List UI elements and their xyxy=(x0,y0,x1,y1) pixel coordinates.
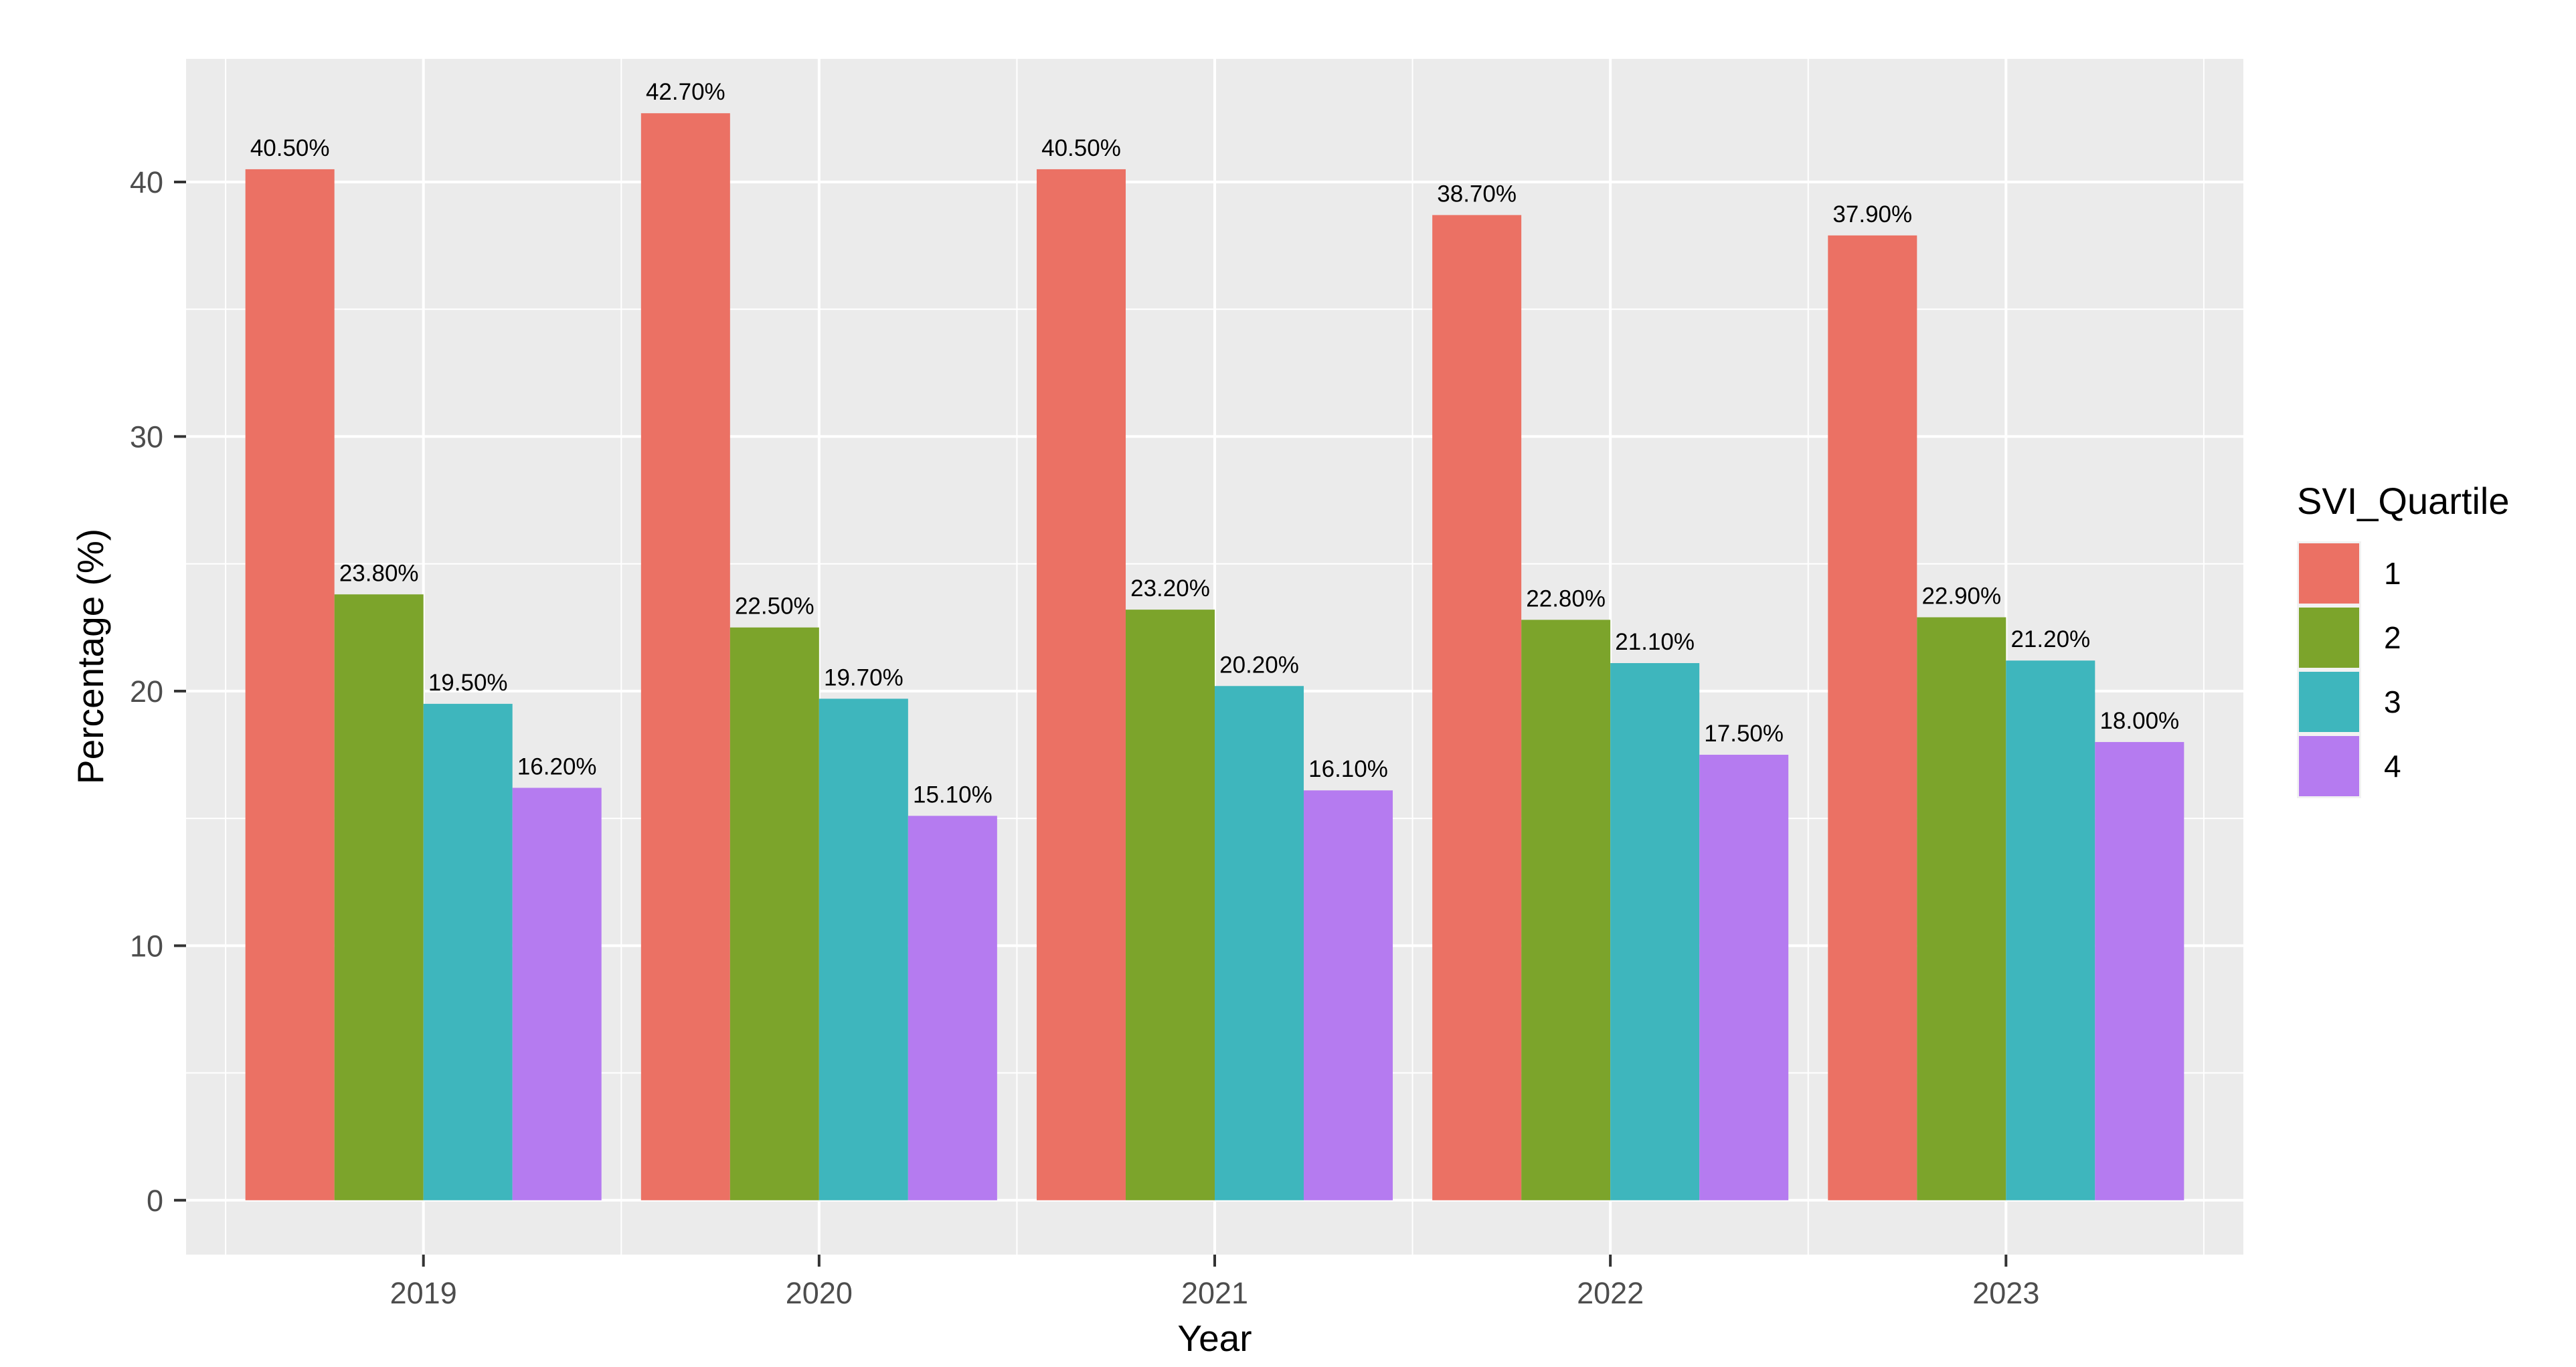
bar xyxy=(334,594,424,1200)
bar xyxy=(1304,790,1393,1200)
x-tick-label: 2023 xyxy=(1972,1276,2039,1310)
bar-value-label: 37.90% xyxy=(1832,201,1912,227)
bar xyxy=(729,627,819,1200)
bar-value-label: 16.10% xyxy=(1308,756,1388,782)
bar-value-label: 16.20% xyxy=(517,753,597,780)
bar-value-label: 20.20% xyxy=(1219,652,1299,678)
legend: SVI_Quartile 1 2 3 4 xyxy=(2297,479,2510,798)
legend-item: 1 xyxy=(2297,541,2510,606)
bar-value-label: 19.50% xyxy=(428,670,508,696)
bar xyxy=(1215,686,1304,1200)
bar-value-label: 22.50% xyxy=(735,594,814,620)
bar xyxy=(1917,617,2006,1200)
legend-swatch xyxy=(2297,670,2361,734)
bar-value-label: 22.80% xyxy=(1526,585,1606,612)
legend-label: 2 xyxy=(2384,620,2401,655)
bar xyxy=(1036,169,1126,1200)
bar xyxy=(2006,660,2095,1200)
legend-label: 3 xyxy=(2384,685,2401,719)
bar-value-label: 21.20% xyxy=(2010,626,2090,652)
bar-value-label: 23.80% xyxy=(339,560,419,586)
bar xyxy=(1699,754,1789,1200)
x-tick-label: 2020 xyxy=(786,1276,853,1310)
bar-value-label: 17.50% xyxy=(1704,721,1784,747)
legend-swatch xyxy=(2297,606,2361,670)
legend-swatch xyxy=(2297,734,2361,798)
bar-value-label: 22.90% xyxy=(1921,583,2001,610)
bar xyxy=(1610,663,1700,1200)
bar xyxy=(1521,620,1611,1200)
legend-swatch xyxy=(2297,541,2361,606)
bar xyxy=(423,703,513,1200)
bar-value-label: 42.70% xyxy=(646,79,725,105)
bar xyxy=(1828,235,1917,1200)
bar-value-label: 21.10% xyxy=(1615,629,1695,655)
bar-value-label: 40.50% xyxy=(250,135,330,161)
bar xyxy=(908,816,997,1200)
legend-item: 4 xyxy=(2297,734,2510,798)
bar xyxy=(1125,610,1215,1200)
bar xyxy=(640,113,730,1200)
x-tick-label: 2019 xyxy=(390,1276,457,1310)
x-axis-title: Year xyxy=(1177,1317,1252,1359)
bar-value-label: 23.20% xyxy=(1130,575,1210,602)
bar-value-label: 38.70% xyxy=(1437,181,1517,207)
x-tick-label: 2022 xyxy=(1577,1276,1644,1310)
legend-item: 3 xyxy=(2297,670,2510,734)
y-axis-title: Percentage (%) xyxy=(70,528,111,785)
legend-label: 4 xyxy=(2384,749,2401,784)
y-tick-label: 0 xyxy=(147,1184,163,1218)
bar xyxy=(2095,741,2184,1200)
bar-value-label: 40.50% xyxy=(1041,135,1121,161)
legend-items: 1 2 3 4 xyxy=(2297,541,2510,798)
bar xyxy=(819,699,908,1200)
y-tick-label: 40 xyxy=(130,165,163,199)
bar-value-label: 18.00% xyxy=(2099,708,2179,734)
y-tick-label: 30 xyxy=(130,420,163,454)
y-tick-label: 20 xyxy=(130,674,163,709)
bar-value-label: 19.70% xyxy=(824,664,904,691)
y-tick-label: 10 xyxy=(130,929,163,963)
bar-value-label: 15.10% xyxy=(913,782,993,808)
legend-title: SVI_Quartile xyxy=(2297,480,2510,522)
legend-label: 1 xyxy=(2384,556,2401,591)
x-tick-label: 2021 xyxy=(1181,1276,1248,1310)
legend-item: 2 xyxy=(2297,606,2510,670)
bar xyxy=(1432,215,1522,1200)
bar xyxy=(245,169,335,1200)
bar xyxy=(512,788,602,1200)
